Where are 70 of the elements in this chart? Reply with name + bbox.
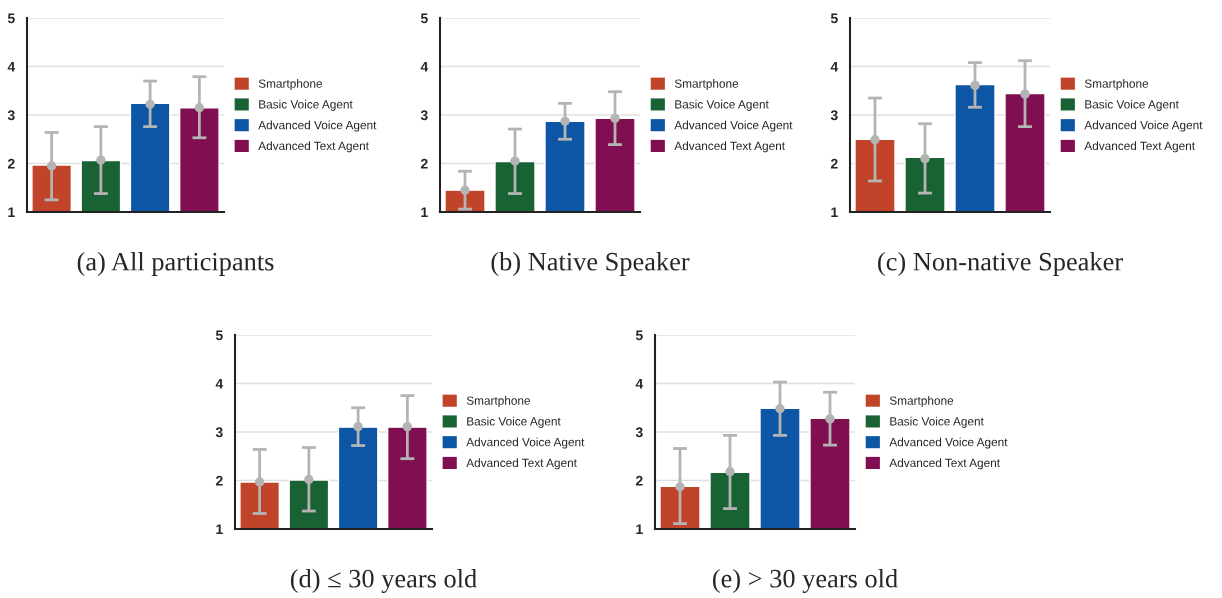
legend-label: Advanced Voice Agent [466, 437, 585, 449]
point [610, 113, 620, 124]
y-tick-label: 4 [830, 61, 839, 72]
y-tick-label: 3 [830, 110, 838, 121]
y-tick-label: 3 [635, 427, 643, 438]
y-tick-label: 5 [215, 330, 223, 341]
point [353, 422, 363, 432]
y-tick-label: 2 [635, 475, 643, 486]
point [402, 422, 413, 432]
y-tick-label: 1 [8, 207, 15, 218]
legend-label: Advanced Voice Agent [889, 437, 1008, 449]
point [970, 80, 980, 91]
point [254, 477, 265, 487]
legend-label: Advanced Text Agent [258, 141, 369, 153]
legend-label: Smartphone [466, 396, 531, 408]
text: (c) Non-native Speaker [878, 252, 1123, 276]
point [675, 482, 685, 492]
y-tick-label: 4 [635, 378, 644, 389]
y-tick-label: 5 [7, 13, 15, 24]
y-tick-label: 5 [830, 13, 838, 24]
y-tick-label: 5 [635, 330, 643, 341]
y-tick-label: 2 [830, 158, 838, 169]
legend-label: Basic Voice Agent [675, 99, 769, 111]
legend-label: Smartphone [258, 79, 323, 91]
point [825, 414, 835, 424]
text: (e) > 30 years old [712, 569, 898, 593]
y-tick-label: 1 [831, 207, 838, 218]
text: (a) All participants [77, 252, 274, 276]
legend-label: Advanced Text Agent [1084, 141, 1195, 153]
y-tick-label: 1 [216, 524, 223, 535]
point [1020, 89, 1030, 99]
point [510, 156, 520, 166]
point [145, 99, 155, 109]
y-tick-label: 2 [7, 158, 15, 169]
legend-label: Advanced Text Agent [674, 141, 785, 153]
legend-label: Smartphone [674, 79, 739, 91]
legend-label: Smartphone [1084, 79, 1149, 91]
legend-label: Advanced Voice Agent [674, 120, 793, 132]
point [870, 135, 880, 145]
legend-label: Basic Voice Agent [1085, 99, 1179, 111]
legend-label: Basic Voice Agent [467, 416, 561, 428]
y-tick-label: 4 [7, 61, 16, 72]
point [304, 474, 314, 485]
y-tick-label: 3 [215, 427, 223, 438]
y-tick-label: 2 [420, 158, 428, 169]
y-tick-label: 1 [636, 524, 643, 535]
y-tick-label: 3 [7, 110, 15, 121]
y-tick-label: 5 [420, 13, 428, 24]
y-tick-label: 4 [215, 378, 224, 389]
legend-label: Basic Voice Agent [890, 416, 984, 428]
text: (d) ≤ 30 years old [290, 569, 477, 593]
point [920, 153, 930, 164]
point [560, 116, 570, 126]
text: (b) Native Speaker [491, 252, 690, 276]
legend-label: Advanced Voice Agent [1084, 120, 1203, 132]
y-tick-label: 1 [421, 207, 428, 218]
legend-label: Basic Voice Agent [259, 99, 353, 111]
y-tick-label: 3 [420, 110, 428, 121]
point [725, 467, 735, 477]
point [46, 161, 57, 171]
y-tick-label: 2 [215, 475, 223, 486]
legend-label: Advanced Text Agent [466, 458, 577, 470]
legend-label: Smartphone [889, 396, 954, 408]
point [96, 155, 106, 165]
legend-label: Advanced Text Agent [889, 458, 1000, 470]
point [460, 185, 470, 195]
point [775, 404, 785, 414]
y-tick-label: 4 [420, 61, 429, 72]
point [194, 103, 205, 113]
legend-label: Advanced Voice Agent [258, 120, 377, 132]
